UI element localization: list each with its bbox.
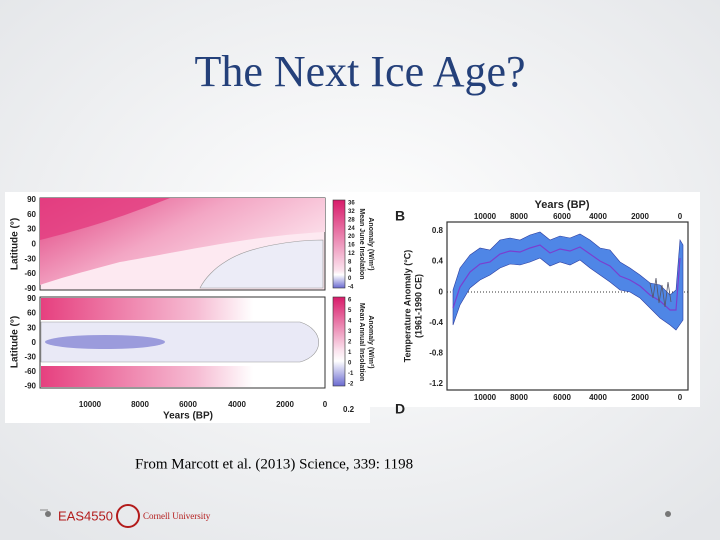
x-label: Years (BP) xyxy=(534,199,589,211)
y-label: (1961-1990 CE) xyxy=(413,274,423,338)
x-tick: 10000 xyxy=(474,393,497,402)
x-tick: 8000 xyxy=(131,400,149,409)
annual-south xyxy=(41,366,324,387)
footer-university: Cornell University xyxy=(143,511,211,521)
x-label: Years (BP) xyxy=(163,411,213,422)
temperature-plot xyxy=(446,221,689,391)
colorbar-label: Anomaly (W/m²) xyxy=(367,217,374,270)
corner-tick: 0.2 xyxy=(343,405,355,414)
colorbar-tick: 20 xyxy=(348,234,355,240)
colorbar-label: Anomaly (W/m²) xyxy=(367,315,374,368)
x-tick: 8000 xyxy=(510,212,528,221)
colorbar-tick: 6 xyxy=(348,298,352,304)
lat-tick: -60 xyxy=(24,269,36,278)
colorbar-bottom xyxy=(332,296,346,387)
lat-tick: -90 xyxy=(24,284,36,293)
colorbar-tick: -2 xyxy=(348,382,354,388)
lat-label: Latitude (°) xyxy=(10,218,21,270)
x-tick: 0 xyxy=(678,393,683,402)
lat-tick: -90 xyxy=(24,382,36,391)
x-tick: 8000 xyxy=(510,393,528,402)
lat-tick: 0 xyxy=(32,240,37,249)
x-tick: 0 xyxy=(323,400,328,409)
lat-tick: 30 xyxy=(27,323,36,332)
colorbar-tick: 36 xyxy=(348,201,355,207)
x-tick: 6000 xyxy=(179,400,197,409)
x-tick: 4000 xyxy=(228,400,246,409)
colorbar-tick: 16 xyxy=(348,243,355,249)
lat-tick: 0 xyxy=(32,338,37,347)
lat-tick: -30 xyxy=(24,353,36,362)
y-tick: -1.2 xyxy=(429,379,443,388)
colorbar-label: Mean June Insolation xyxy=(358,208,365,279)
lat-tick: 60 xyxy=(27,309,36,318)
colorbar-tick: -4 xyxy=(348,285,354,291)
lat-tick: -30 xyxy=(24,254,36,263)
annual-north xyxy=(41,298,324,320)
lat-tick: 60 xyxy=(27,210,36,219)
x-tick: 2000 xyxy=(631,212,649,221)
june-contours xyxy=(40,198,325,285)
lat-tick: 30 xyxy=(27,225,36,234)
y-tick: -0.8 xyxy=(429,349,443,358)
x-tick: 6000 xyxy=(553,212,571,221)
x-tick: 2000 xyxy=(276,400,294,409)
footer-dot-left xyxy=(45,511,51,517)
y-tick: 0.8 xyxy=(432,226,444,235)
temperature-band xyxy=(452,231,684,331)
footer-course: EAS4550 xyxy=(58,508,113,523)
cornell-seal xyxy=(116,504,140,528)
colorbar-top xyxy=(332,199,346,289)
x-tick: 2000 xyxy=(631,393,649,402)
y-tick: 0 xyxy=(439,287,444,296)
colorbar-tick: 28 xyxy=(348,217,355,223)
x-tick: 10000 xyxy=(79,400,102,409)
colorbar-tick: 1 xyxy=(348,350,352,356)
colorbar-tick: 8 xyxy=(348,259,352,265)
x-tick: 6000 xyxy=(553,393,571,402)
x-tick: 0 xyxy=(678,212,683,221)
colorbar-tick: 0 xyxy=(348,361,352,367)
colorbar-tick: 12 xyxy=(348,251,355,257)
footer-dot-right xyxy=(665,511,671,517)
colorbar-tick: 5 xyxy=(348,308,352,314)
x-tick: 10000 xyxy=(474,212,497,221)
x-tick: 4000 xyxy=(589,393,607,402)
lat-tick: 90 xyxy=(27,294,36,303)
panel-label: B xyxy=(395,208,405,224)
x-tick: 4000 xyxy=(589,212,607,221)
caption: From Marcott et al. (2013) Science, 339:… xyxy=(135,456,413,472)
june-core xyxy=(40,198,170,240)
colorbar-tick: 32 xyxy=(348,209,355,215)
lat-tick: -60 xyxy=(24,367,36,376)
june-negative xyxy=(199,239,324,289)
colorbar-tick: 0 xyxy=(348,276,352,282)
y-tick: -0.4 xyxy=(429,318,443,327)
lat-label: Latitude (°) xyxy=(10,316,21,368)
y-label: Temperature Anomaly (°C) xyxy=(402,250,412,363)
colorbar-tick: -1 xyxy=(348,371,354,377)
panel-label: D xyxy=(395,401,405,417)
colorbar-tick: 4 xyxy=(348,268,352,274)
lat-tick: 90 xyxy=(27,195,36,204)
colorbar-tick: 24 xyxy=(348,226,355,232)
slide-title: The Next Ice Age? xyxy=(194,47,525,96)
temperature-noise xyxy=(649,277,672,308)
colorbar-tick: 2 xyxy=(348,340,352,346)
annual-negative xyxy=(40,321,319,363)
colorbar-tick: 3 xyxy=(348,329,352,335)
y-tick: 0.4 xyxy=(432,257,444,266)
colorbar-tick: 4 xyxy=(348,319,352,325)
annual-core xyxy=(45,335,165,349)
temperature-mean xyxy=(452,244,681,311)
colorbar-label: Mean Annual Insolation xyxy=(358,303,365,381)
